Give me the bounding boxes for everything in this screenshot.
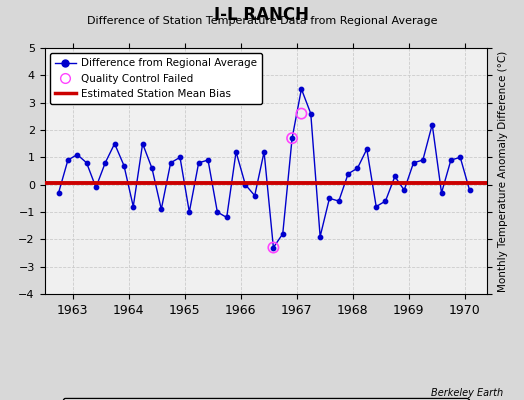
Point	[400, 187, 408, 193]
Point	[344, 170, 352, 177]
Point	[120, 162, 128, 169]
Point	[288, 135, 296, 142]
Text: I-L RANCH: I-L RANCH	[214, 6, 310, 24]
Point	[381, 198, 390, 204]
Point	[391, 173, 399, 180]
Point	[428, 121, 436, 128]
Point	[363, 146, 371, 152]
Point	[456, 154, 464, 160]
Point	[138, 140, 147, 147]
Point	[241, 182, 249, 188]
Point	[232, 149, 240, 155]
Point	[419, 157, 427, 163]
Point	[297, 110, 305, 117]
Legend: Station Move, Record Gap, Time of Obs. Change, Empirical Break: Station Move, Record Gap, Time of Obs. C…	[63, 398, 468, 400]
Point	[101, 160, 110, 166]
Point	[325, 195, 334, 202]
Point	[269, 244, 278, 251]
Point	[73, 152, 81, 158]
Point	[92, 184, 100, 191]
Point	[372, 203, 380, 210]
Point	[269, 244, 278, 251]
Point	[335, 198, 343, 204]
Point	[438, 190, 446, 196]
Point	[167, 160, 175, 166]
Point	[279, 231, 287, 237]
Point	[446, 157, 455, 163]
Point	[111, 140, 119, 147]
Point	[64, 157, 72, 163]
Point	[223, 214, 231, 221]
Point	[185, 209, 193, 215]
Point	[204, 157, 212, 163]
Text: Berkeley Earth: Berkeley Earth	[431, 388, 503, 398]
Y-axis label: Monthly Temperature Anomaly Difference (°C): Monthly Temperature Anomaly Difference (…	[498, 50, 508, 292]
Point	[82, 160, 91, 166]
Text: Difference of Station Temperature Data from Regional Average: Difference of Station Temperature Data f…	[87, 16, 437, 26]
Point	[409, 160, 418, 166]
Point	[157, 206, 166, 212]
Point	[213, 209, 222, 215]
Point	[297, 86, 305, 92]
Point	[148, 165, 156, 172]
Point	[316, 234, 324, 240]
Point	[176, 154, 184, 160]
Point	[465, 187, 474, 193]
Point	[260, 149, 268, 155]
Point	[307, 110, 315, 117]
Point	[194, 160, 203, 166]
Point	[129, 203, 137, 210]
Point	[353, 165, 362, 172]
Point	[54, 190, 63, 196]
Point	[250, 192, 259, 199]
Point	[288, 135, 296, 142]
